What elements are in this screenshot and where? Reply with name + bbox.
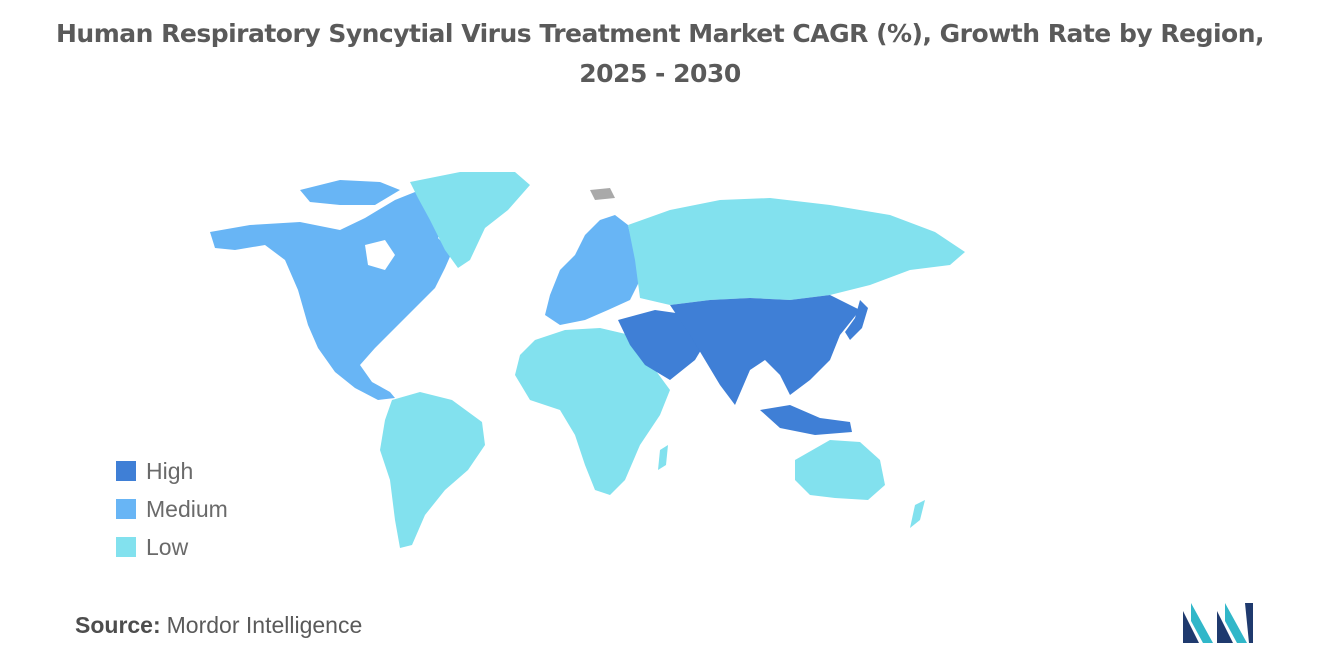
region-new-zealand <box>910 500 925 528</box>
legend-label-high: High <box>146 457 194 484</box>
legend-item-medium: Medium <box>116 490 228 528</box>
region-japan <box>845 300 868 340</box>
region-asia <box>670 295 860 405</box>
title-line-2: 2025 - 2030 <box>579 59 741 88</box>
region-greenland <box>410 172 530 268</box>
legend-item-high: High <box>116 452 228 490</box>
mordor-logo-icon <box>1183 603 1253 643</box>
region-africa <box>515 328 670 495</box>
world-map <box>210 172 965 548</box>
region-madagascar <box>658 445 668 470</box>
source: Source: Mordor Intelligence <box>75 612 362 639</box>
region-southeast-asia-islands <box>760 405 852 435</box>
legend-item-low: Low <box>116 528 228 566</box>
region-no-data <box>590 188 615 200</box>
legend-swatch-high <box>116 461 136 481</box>
region-south-america <box>380 392 485 548</box>
legend-label-medium: Medium <box>146 495 228 522</box>
legend: High Medium Low <box>116 452 228 566</box>
region-north-america <box>210 184 465 400</box>
source-value: Mordor Intelligence <box>166 612 363 638</box>
title-line-1: Human Respiratory Syncytial Virus Treatm… <box>55 19 1265 48</box>
legend-label-low: Low <box>146 533 189 560</box>
region-australia <box>795 440 885 500</box>
source-label: Source: <box>75 612 161 638</box>
chart-title: Human Respiratory Syncytial Virus Treatm… <box>0 14 1320 94</box>
region-canada-islands <box>300 180 400 205</box>
legend-swatch-low <box>116 537 136 557</box>
region-europe <box>545 215 640 325</box>
region-russia <box>628 198 965 305</box>
hudson-bay <box>365 240 395 270</box>
legend-swatch-medium <box>116 499 136 519</box>
